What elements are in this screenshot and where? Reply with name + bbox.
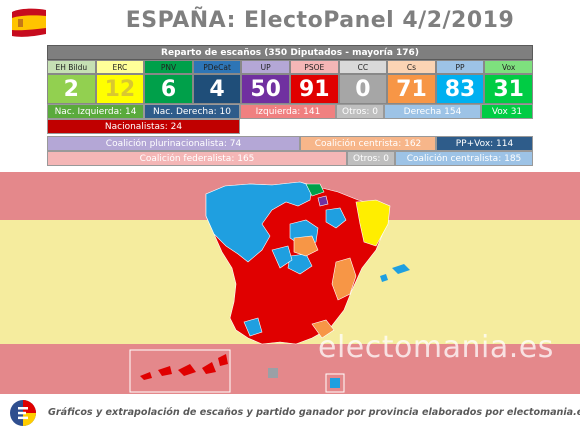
map-band-bottom [0, 344, 580, 394]
party-name-7: Cs [387, 60, 436, 74]
party-seats-8: 83 [435, 74, 485, 104]
watermark-text: electomania.es [318, 330, 554, 365]
map-ceuta [268, 368, 278, 378]
blocs-row: Nac. Izquierda: 14 Nac. Derecha: 10 Izqu… [47, 104, 533, 119]
bloc-derecha: Derecha 154 [384, 104, 481, 119]
map-melilla-box [325, 373, 345, 393]
party-seats-5: 91 [289, 74, 339, 104]
bloc-vox: Vox 31 [481, 104, 533, 119]
map-cs-valencia [331, 257, 357, 301]
board-header: Reparto de escaños (350 Diputados - mayo… [47, 45, 533, 60]
coalicion-pp-vox: PP+Vox: 114 [436, 136, 533, 151]
party-seats-row: 2 12 6 4 50 91 0 71 83 31 [47, 74, 533, 104]
party-name-0: EH Bildu [47, 60, 96, 74]
party-name-4: UP [241, 60, 290, 74]
bloc-nac-izquierda: Nac. Izquierda: 14 [47, 104, 144, 119]
title-row: ESPAÑA: ElectoPanel 4/2/2019 [0, 0, 580, 46]
party-seats-3: 4 [192, 74, 242, 104]
bloc-nac-derecha: Nac. Derecha: 10 [144, 104, 240, 119]
map-up-navarra [317, 195, 329, 207]
party-name-5: PSOE [289, 60, 339, 74]
party-seats-9: 31 [484, 74, 533, 104]
party-name-1: ERC [95, 60, 145, 74]
map-canary-box [129, 349, 231, 393]
party-seats-0: 2 [47, 74, 96, 104]
footer-text: Gráficos y extrapolación de escaños y pa… [48, 407, 580, 418]
coalicion-centralista: Coalición centralista: 185 [395, 151, 533, 166]
party-name-3: PDeCat [192, 60, 242, 74]
map-pp-aragon [325, 207, 347, 229]
map-canary-islands [140, 354, 228, 380]
party-seats-1: 12 [95, 74, 145, 104]
map-svg [0, 172, 580, 394]
electomania-logo-icon [10, 400, 36, 426]
party-seats-7: 71 [387, 74, 436, 104]
footer: Gráficos y extrapolación de escaños y pa… [0, 394, 580, 435]
coalitions-row-1: Coalición plurinacionalista: 74 Coalició… [47, 136, 533, 151]
party-name-6: CC [338, 60, 388, 74]
party-seats-2: 6 [144, 74, 193, 104]
map-cs-center [293, 235, 319, 257]
party-name-9: Vox [484, 60, 533, 74]
page-title: ESPAÑA: ElectoPanel 4/2/2019 [125, 8, 515, 33]
map-balearic-islands [380, 264, 410, 282]
bloc-otros: Otros: 0 [336, 104, 384, 119]
coalitions-row-2: Coalición federalista: 165 Otros: 0 Coal… [47, 151, 533, 166]
map-pnv-basque [305, 183, 325, 197]
coalicion-otros: Otros: 0 [347, 151, 395, 166]
party-name-8: PP [435, 60, 485, 74]
party-name-2: PNV [144, 60, 193, 74]
party-names-row: EH Bildu ERC PNV PDeCat UP PSOE CC Cs PP Vox [47, 60, 533, 74]
bloc-izquierda: Izquierda: 141 [240, 104, 336, 119]
party-seats-4: 50 [241, 74, 290, 104]
coalicion-plurinacionalista: Coalición plurinacionalista: 74 [47, 136, 300, 151]
map-pp-toledo [271, 245, 293, 269]
party-seats-6: 0 [338, 74, 388, 104]
spain-flag-icon [12, 8, 46, 37]
coalicion-federalista: Coalición federalista: 165 [47, 151, 347, 166]
map-pp-north [205, 181, 313, 263]
map-cs-south [311, 319, 335, 339]
map-melilla [330, 378, 340, 388]
province-map: electomania.es [0, 172, 580, 394]
bloc-nacionalistas: Nacionalistas: 24 [47, 119, 240, 134]
seat-board: Reparto de escaños (350 Diputados - mayo… [47, 45, 533, 166]
map-pp-south [243, 317, 263, 337]
coalicion-centrista: Coalición centrista: 162 [300, 136, 436, 151]
map-erc-catalonia [355, 199, 391, 247]
nationalists-row: Nacionalistas: 24 [47, 119, 533, 134]
